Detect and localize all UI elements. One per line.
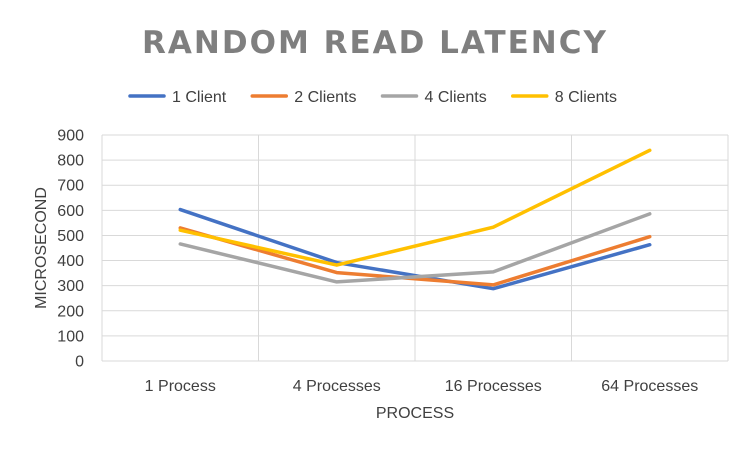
legend-label: 4 Clients	[425, 89, 487, 106]
legend-item: 1 Client	[128, 89, 227, 106]
legend: 1 Client 2 Clients 4 Clients 8 Clients	[128, 89, 617, 106]
legend-label: 1 Client	[172, 89, 227, 106]
y-axis-title: MICROSECOND	[33, 187, 50, 309]
series-line-2-clients	[178, 226, 652, 287]
y-tick-label: 600	[57, 203, 84, 220]
x-tick-label: 1 Process	[145, 378, 216, 395]
y-tick-label: 100	[57, 328, 84, 345]
x-tick-label: 64 Processes	[601, 378, 698, 395]
legend-item: 2 Clients	[250, 89, 357, 106]
gridlines	[101, 134, 729, 362]
y-tick-label: 300	[57, 278, 84, 295]
x-axis-title: PROCESS	[376, 405, 454, 422]
y-tick-label: 500	[57, 228, 84, 245]
y-tick-label: 900	[57, 128, 84, 145]
legend-label: 8 Clients	[555, 89, 617, 106]
legend-item: 8 Clients	[511, 89, 617, 106]
x-tick-label: 16 Processes	[445, 378, 542, 395]
series-line-4-clients	[178, 212, 652, 284]
x-tick-label: 4 Processes	[293, 378, 381, 395]
series-line-8-clients	[178, 148, 652, 267]
x-axis-ticks: 1 Process 4 Processes 16 Processes 64 Proce…	[145, 378, 699, 395]
y-tick-label: 200	[57, 303, 84, 320]
y-axis-ticks: 0 100 200 300 400 500 600 700 800 900	[57, 128, 84, 371]
y-tick-label: 0	[75, 354, 84, 371]
y-tick-label: 700	[57, 178, 84, 195]
legend-item: 4 Clients	[380, 89, 487, 106]
legend-label: 2 Clients	[294, 89, 356, 106]
y-tick-label: 400	[57, 253, 84, 270]
series-lines	[178, 148, 652, 291]
y-tick-label: 800	[57, 153, 84, 170]
chart-title: RANDOM READ LATENCY	[142, 25, 608, 61]
